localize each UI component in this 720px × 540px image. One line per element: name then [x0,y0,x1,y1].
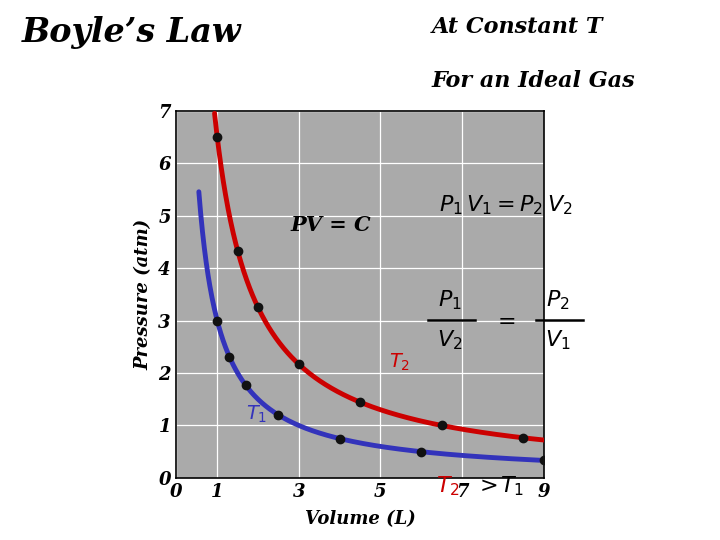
Text: PV = C: PV = C [291,215,372,235]
Text: $\mathit{V_2}$: $\mathit{V_2}$ [437,328,463,352]
Text: $>$: $>$ [475,475,498,497]
Text: For an Ideal Gas: For an Ideal Gas [432,70,636,92]
Text: $\mathit{P_1}$: $\mathit{P_1}$ [438,288,462,312]
Text: Boyle’s Law: Boyle’s Law [22,16,241,49]
Y-axis label: Pressure (atm): Pressure (atm) [135,219,153,370]
Text: $\mathit{P_2}$: $\mathit{P_2}$ [546,288,570,312]
Text: $T_2$: $T_2$ [436,474,459,498]
Text: At Constant T: At Constant T [432,16,603,38]
Text: $=$: $=$ [492,309,516,330]
Text: $\mathit{V_1}$: $\mathit{V_1}$ [545,328,571,352]
Text: $T_2$: $T_2$ [389,352,410,373]
Text: $T_1$: $T_1$ [500,474,524,498]
X-axis label: Volume (L): Volume (L) [305,510,415,528]
Text: $\mathit{P_1}\,\mathit{V_1} = \mathit{P_2}\,\mathit{V_2}$: $\mathit{P_1}\,\mathit{V_1} = \mathit{P_… [439,193,573,217]
Text: $T_1$: $T_1$ [246,404,267,426]
